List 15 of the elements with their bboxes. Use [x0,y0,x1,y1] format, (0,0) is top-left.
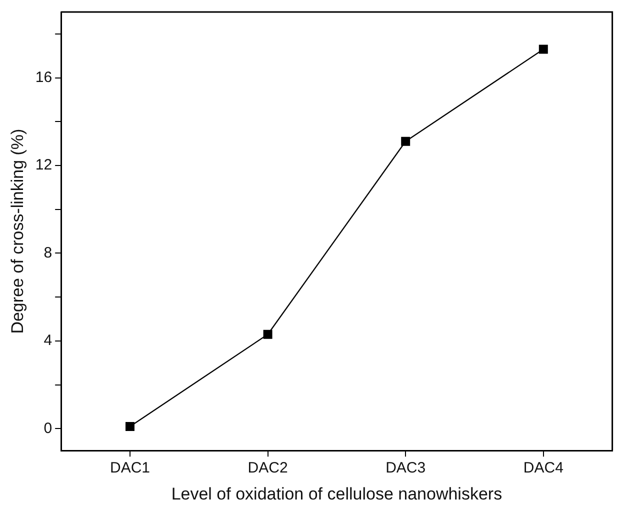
x-tick-label: DAC2 [248,460,288,477]
x-tick-label: DAC3 [386,460,426,477]
y-tick-label: 16 [35,68,52,86]
y-tick-label: 12 [35,156,52,174]
x-tick-label: DAC1 [110,460,150,477]
point [126,422,134,431]
x-axis-title: Level of oxidation of cellulose nanowhiskers [171,484,502,504]
x-tick-label: DAC4 [523,460,564,477]
point [401,136,410,146]
y-tick-label: 8 [44,244,52,262]
point [538,44,548,54]
y-tick-label: 4 [44,332,52,350]
point [263,330,272,339]
y-axis-title: Degree of cross-linking (%) [8,128,27,334]
y-tick-label: 0 [44,420,52,437]
